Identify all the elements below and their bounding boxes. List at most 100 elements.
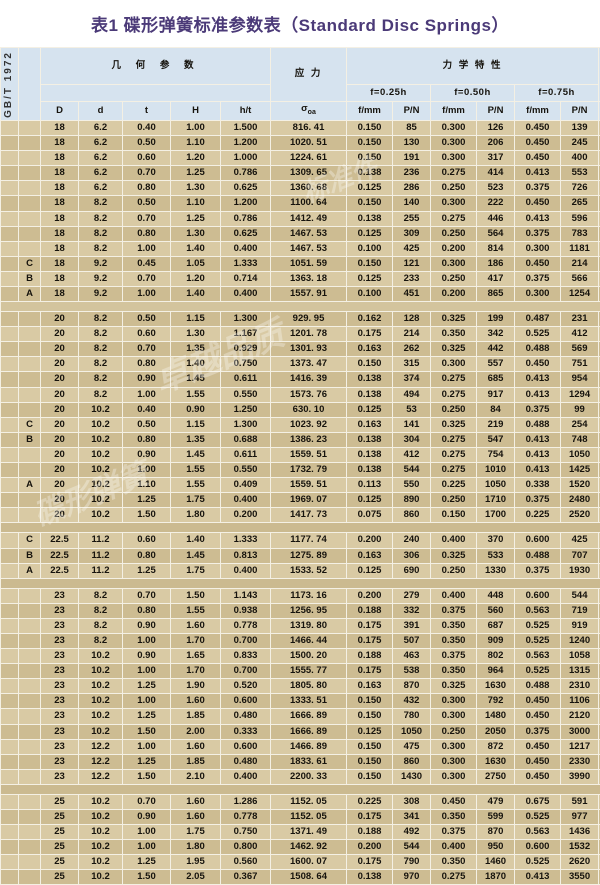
row-gutter-cell [1,563,19,578]
cell-H: 1.60 [171,618,221,633]
cell-series-marker [19,136,41,151]
cell-series-marker [19,327,41,342]
cell-d: 10.2 [79,679,123,694]
cell-sigma: 1416. 39 [271,372,347,387]
cell-f2: 0.350 [431,810,477,825]
cell-p3: 1520 [561,478,599,493]
cell-d: 10.2 [79,402,123,417]
cell-f3: 0.450 [515,357,561,372]
cell-H: 1.45 [171,447,221,462]
cell-p1: 332 [393,603,431,618]
cell-H: 1.30 [171,327,221,342]
cell-p3: 214 [561,256,599,271]
cell-t: 0.50 [123,136,171,151]
cell-p1: 140 [393,196,431,211]
cell-p1: 255 [393,211,431,226]
cell-D: 23 [41,754,79,769]
cell-t: 0.70 [123,271,171,286]
cell-p1: 279 [393,588,431,603]
cell-d: 10.2 [79,825,123,840]
cell-f1: 0.225 [347,794,393,809]
row-gutter-cell [1,855,19,870]
cell-f3: 0.450 [515,709,561,724]
cell-p1: 412 [393,447,431,462]
cell-H: 1.40 [171,241,221,256]
cell-series-marker: C [19,256,41,271]
cell-f2: 0.300 [431,694,477,709]
cell-p1: 85 [393,120,431,135]
cell-sigma: 1152. 05 [271,794,347,809]
cell-p1: 544 [393,840,431,855]
column-header-d: d [79,102,123,121]
cell-ht: 0.400 [221,287,271,302]
cell-p3: 751 [561,357,599,372]
cell-sigma: 1023. 92 [271,417,347,432]
cell-p2: 417 [477,271,515,286]
row-gutter-cell [1,357,19,372]
cell-ht: 1.300 [221,417,271,432]
cell-series-marker [19,372,41,387]
row-gutter-cell [1,754,19,769]
cell-sigma: 1600. 07 [271,855,347,870]
cell-p2: 1480 [477,709,515,724]
cell-d: 8.2 [79,357,123,372]
cell-p1: 790 [393,855,431,870]
cell-f2: 0.275 [431,463,477,478]
cell-d: 12.2 [79,769,123,784]
cell-f1: 0.188 [347,649,393,664]
cell-f3: 0.488 [515,417,561,432]
cell-t: 1.25 [123,679,171,694]
cell-sigma: 1969. 07 [271,493,347,508]
cell-H: 1.20 [171,151,221,166]
cell-p3: 1294 [561,387,599,402]
series-marker-header [19,48,41,121]
cell-p2: 206 [477,136,515,151]
cell-D: 20 [41,387,79,402]
cell-t: 0.90 [123,618,171,633]
cell-sigma: 1805. 80 [271,679,347,694]
cell-H: 1.30 [171,181,221,196]
cell-H: 1.70 [171,664,221,679]
cell-ht: 0.400 [221,493,271,508]
row-gutter-cell [1,840,19,855]
cell-f3: 0.525 [515,810,561,825]
cell-f1: 0.138 [347,166,393,181]
cell-f2: 0.350 [431,618,477,633]
cell-f1: 0.162 [347,312,393,327]
cell-D: 23 [41,769,79,784]
cell-series-marker: B [19,432,41,447]
cell-f2: 0.225 [431,478,477,493]
cell-ht: 0.786 [221,166,271,181]
cell-d: 10.2 [79,493,123,508]
row-gutter-cell [1,417,19,432]
cell-p3: 2120 [561,709,599,724]
column-header-p1: P/N [393,102,431,121]
row-gutter-cell [1,241,19,256]
cell-H: 1.45 [171,372,221,387]
cell-p2: 199 [477,312,515,327]
cell-p3: 919 [561,618,599,633]
cell-f2: 0.450 [431,794,477,809]
cell-series-marker [19,794,41,809]
row-gutter-cell [1,533,19,548]
cell-f1: 0.138 [347,432,393,447]
cell-series-marker: B [19,271,41,286]
cell-D: 25 [41,794,79,809]
cell-d: 9.2 [79,256,123,271]
deflection-075-header: f=0.75h [515,85,599,102]
column-header-D: D [41,102,79,121]
cell-sigma: 1100. 64 [271,196,347,211]
cell-f3: 0.525 [515,633,561,648]
row-gutter-cell [1,181,19,196]
cell-f1: 0.200 [347,840,393,855]
cell-f1: 0.175 [347,664,393,679]
column-header-f2: f/mm [431,102,477,121]
cell-sigma: 1319. 80 [271,618,347,633]
cell-H: 1.90 [171,679,221,694]
cell-p1: 374 [393,372,431,387]
cell-t: 1.25 [123,493,171,508]
